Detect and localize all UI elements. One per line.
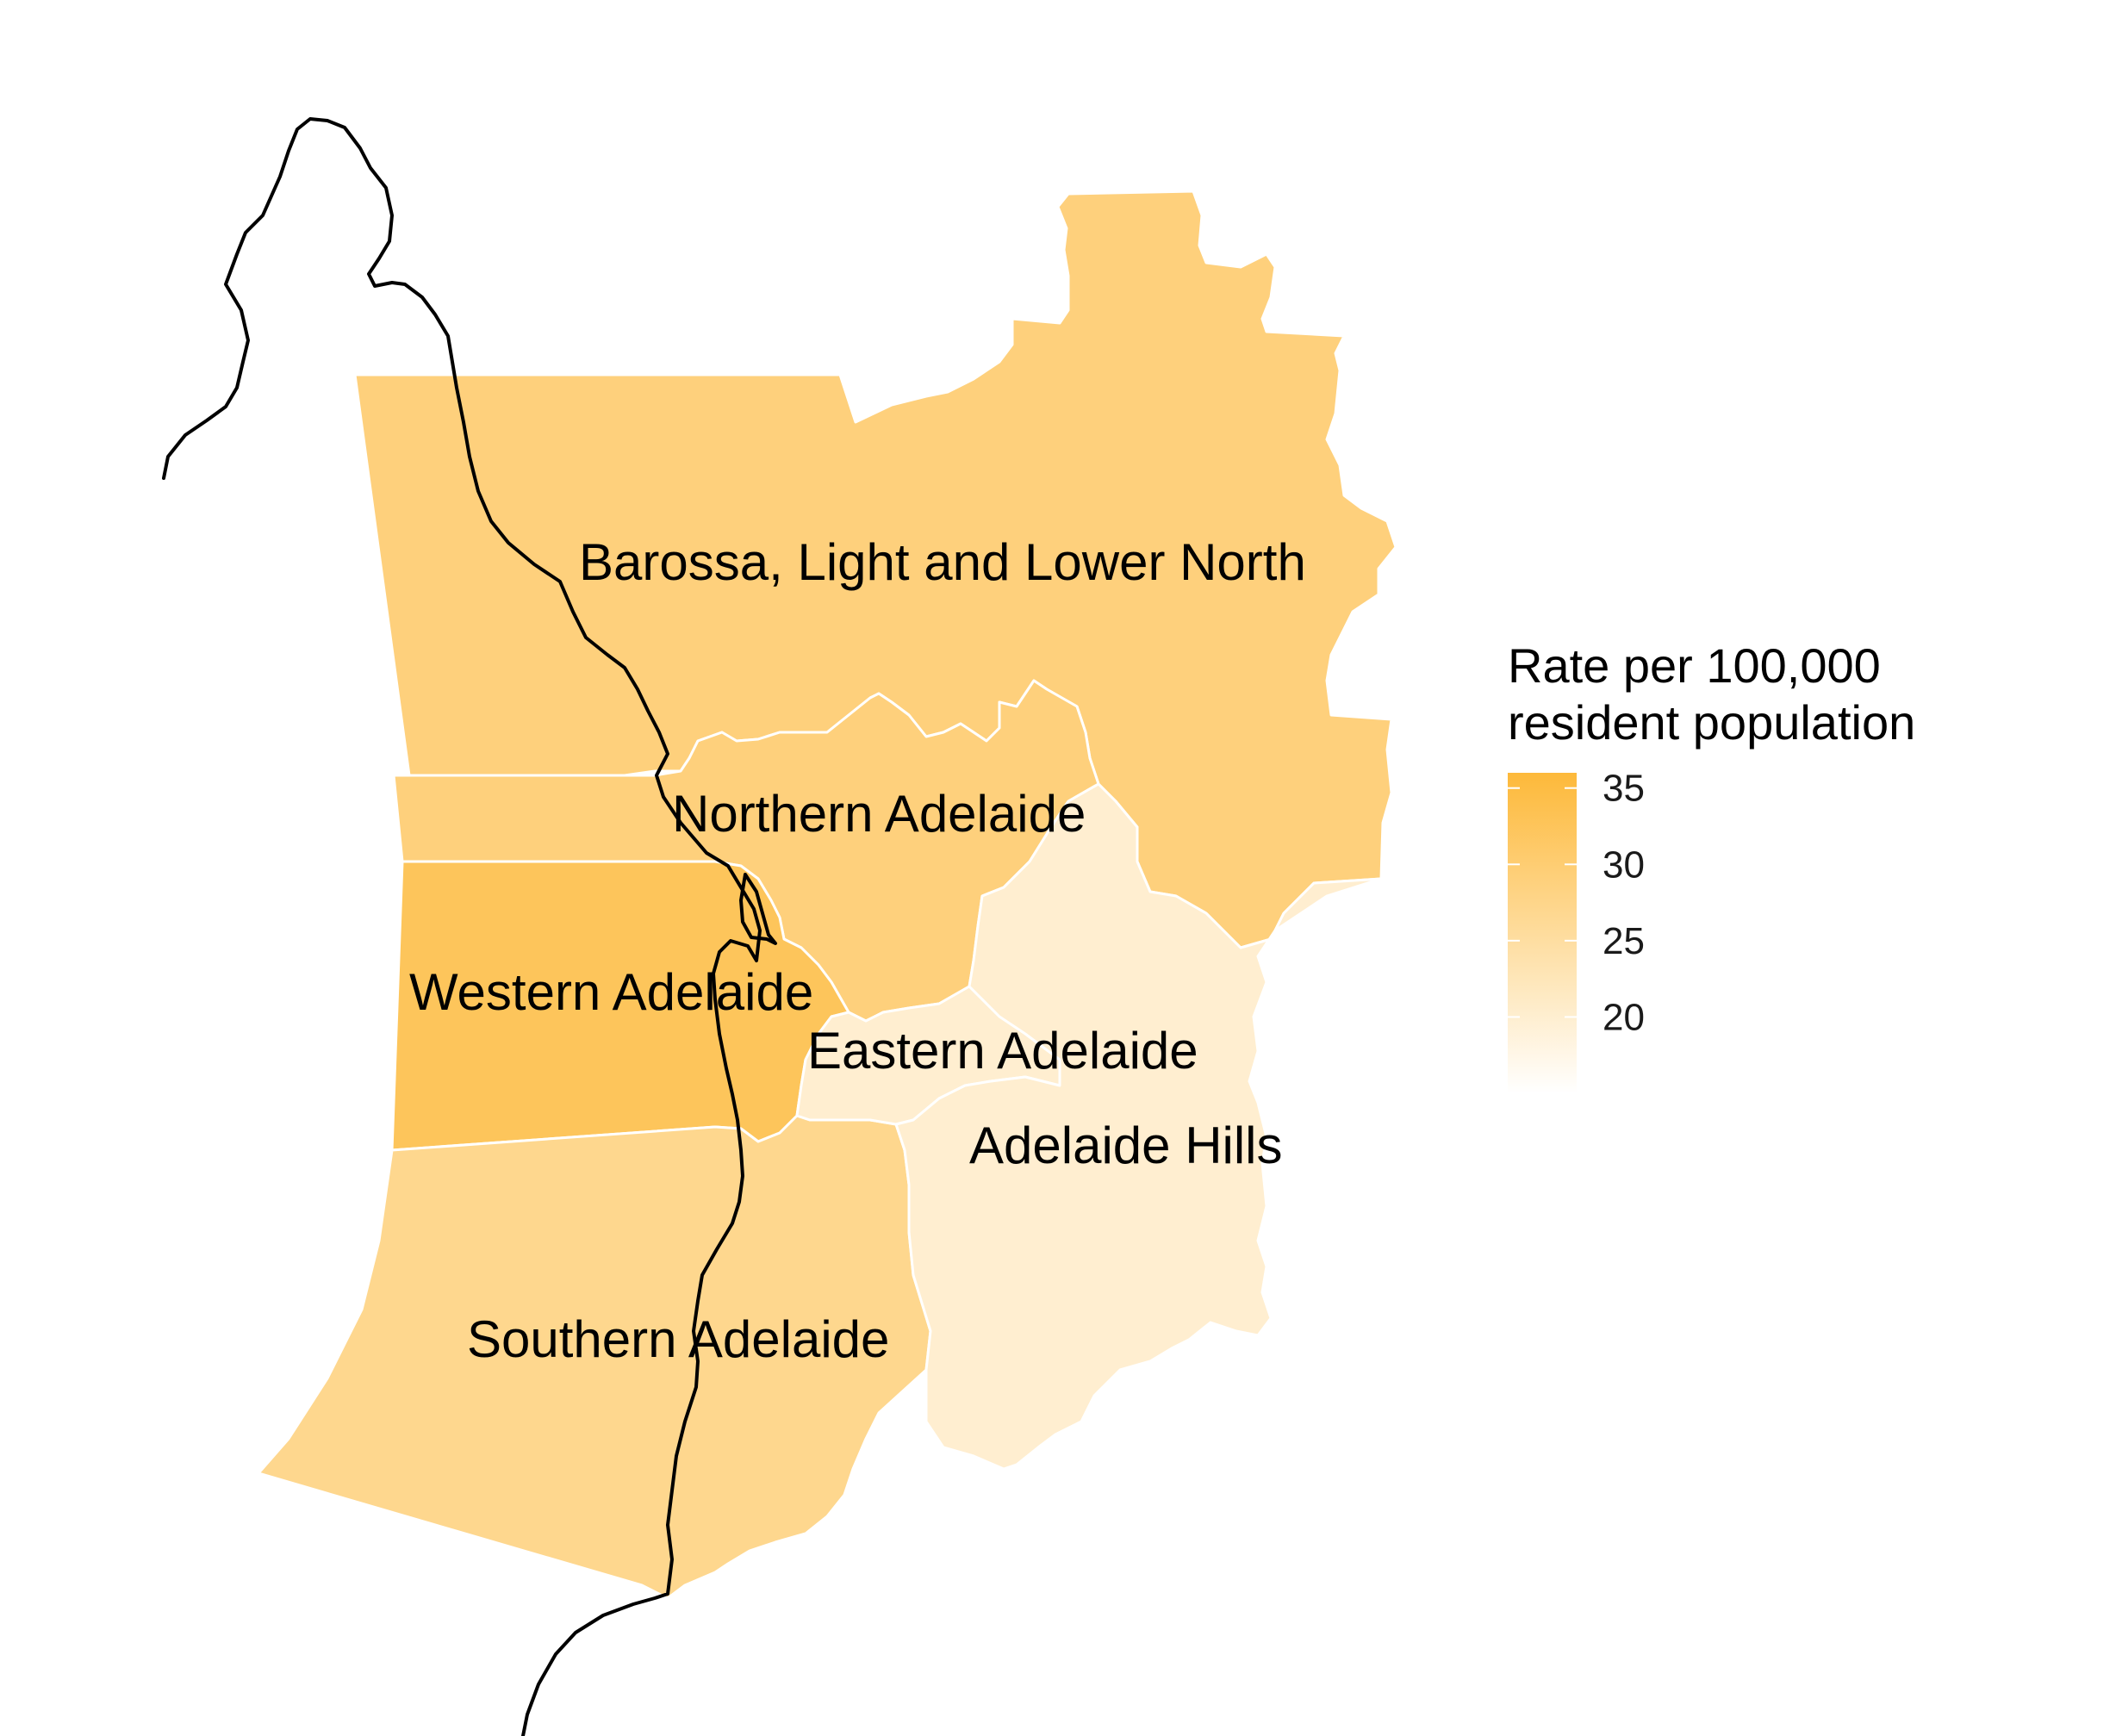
label-western: Western Adelaide <box>409 963 813 1021</box>
label-southern: Southern Adelaide <box>467 1310 889 1368</box>
legend-colorbar <box>1508 773 1577 1093</box>
region-labels: Barossa, Light and Lower North Northern … <box>409 533 1306 1368</box>
region-hills[interactable] <box>894 782 1383 1471</box>
port-river-outline <box>739 873 777 945</box>
label-barossa: Barossa, Light and Lower North <box>579 533 1306 591</box>
legend: Rate per 100,000 resident population 353… <box>1508 638 1915 1093</box>
legend-tick-label: 20 <box>1603 996 1645 1038</box>
label-northern: Northern Adelaide <box>672 785 1086 843</box>
legend-ticks: 35 30 25 20 <box>1508 768 1645 1038</box>
legend-tick-label: 25 <box>1603 920 1645 962</box>
legend-tick-label: 30 <box>1603 843 1645 886</box>
legend-title-line1: Rate per 100,000 <box>1508 638 1881 693</box>
coastline <box>162 117 762 1736</box>
legend-tick-label: 35 <box>1603 768 1645 810</box>
regions-layer <box>257 190 1397 1600</box>
label-eastern: Eastern Adelaide <box>807 1022 1198 1080</box>
label-hills: Adelaide Hills <box>969 1117 1283 1174</box>
legend-title-line2: resident population <box>1508 695 1915 750</box>
